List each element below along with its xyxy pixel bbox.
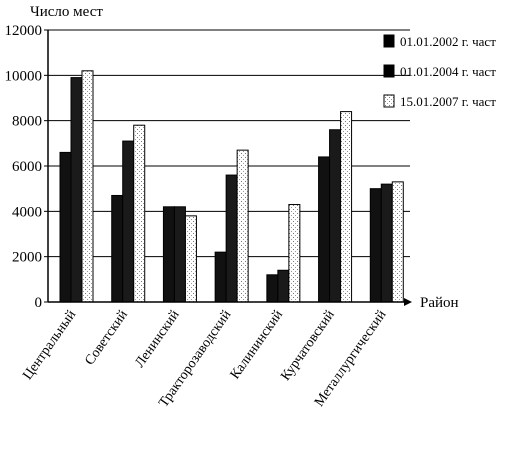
bar — [133, 124, 146, 303]
bar — [81, 70, 94, 303]
bar — [70, 77, 83, 303]
x-category-label: Советский — [82, 307, 131, 368]
x-category-label: Курчатовский — [278, 307, 338, 383]
legend: 01.01.2002 г. част 01.01.2004 г. част 15.0… — [383, 34, 496, 109]
bar — [236, 149, 249, 303]
legend-label: 01.01.2004 г. част — [400, 64, 496, 79]
x-category-label: Калининский — [228, 307, 287, 382]
y-axis-title: Число мест — [30, 4, 103, 20]
x-category-labels: Центральный Советский ЛенинскийТракторозав… — [20, 307, 389, 410]
bar — [59, 151, 72, 303]
bar — [340, 111, 353, 303]
bar — [318, 156, 331, 303]
bar — [266, 274, 279, 303]
y-tick-label: 2000 — [12, 250, 42, 266]
y-tick-labels: 0 2000 4000 6000 8000 10000 12000 — [5, 23, 43, 311]
legend-label: 15.01.2007 г. част — [400, 94, 496, 109]
x-category-label: Ленинский — [133, 307, 183, 370]
y-tick-label: 4000 — [12, 204, 42, 220]
legend-swatch — [383, 94, 395, 108]
axes — [44, 29, 412, 306]
bar — [162, 206, 175, 303]
y-tick-label: 0 — [35, 295, 43, 311]
bar — [277, 269, 290, 303]
legend-label: 01.01.2002 г. част — [400, 34, 496, 49]
x-category-label: Центральный — [20, 307, 79, 383]
y-tick-label: 8000 — [12, 114, 42, 130]
legend-swatch — [383, 34, 395, 48]
bar — [288, 204, 301, 303]
bar — [369, 188, 382, 303]
bar — [214, 251, 227, 303]
x-axis-title: Район — [420, 295, 459, 311]
bar — [329, 129, 342, 303]
bar — [225, 174, 238, 303]
bar — [122, 140, 135, 303]
y-tick-label: 12000 — [5, 23, 43, 39]
y-tick-label: 6000 — [12, 159, 42, 175]
bar — [391, 181, 404, 303]
bar — [184, 215, 197, 303]
bar — [173, 206, 186, 303]
bar — [380, 183, 393, 303]
y-tick-label: 10000 — [5, 68, 43, 84]
x-axis-arrow — [404, 298, 412, 306]
legend-swatch — [383, 64, 395, 78]
bar — [111, 194, 124, 303]
bars-group — [59, 70, 404, 303]
